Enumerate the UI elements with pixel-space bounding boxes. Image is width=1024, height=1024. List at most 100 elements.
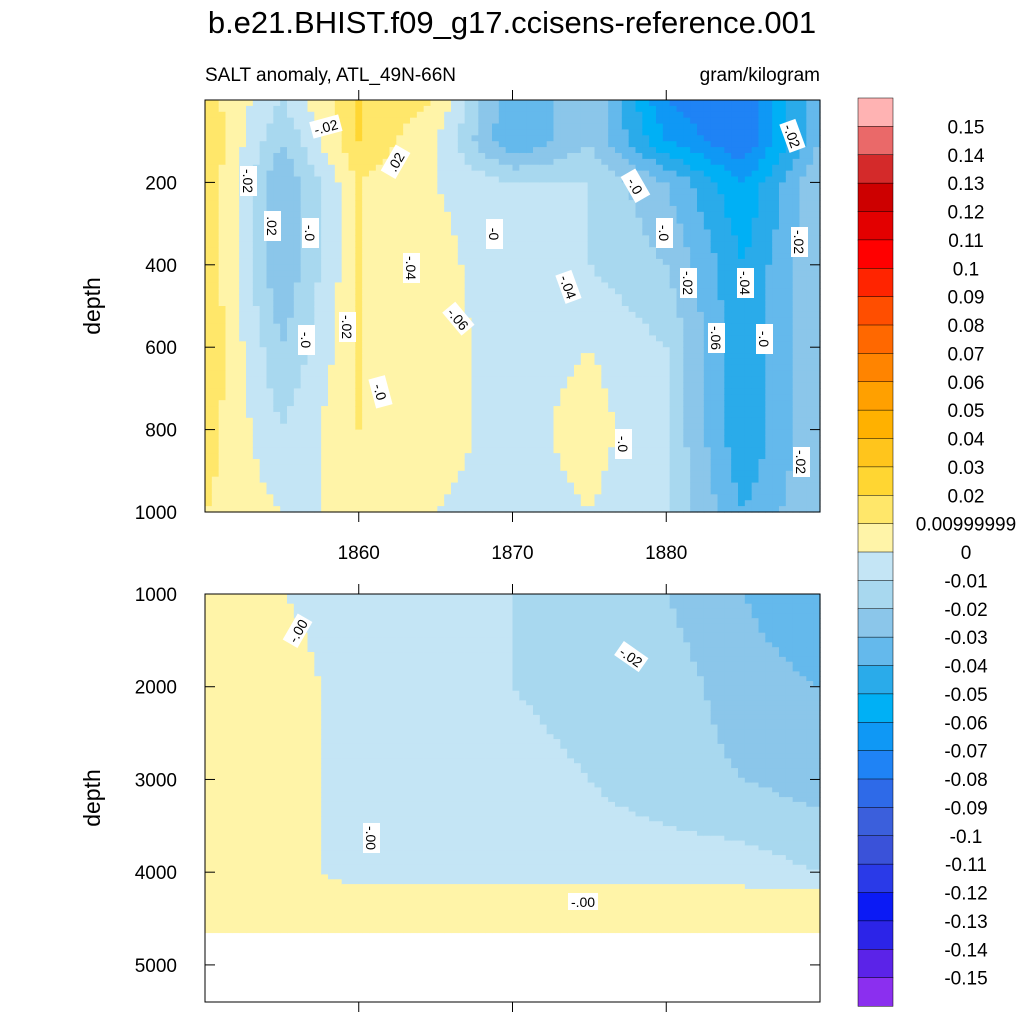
field-cell bbox=[403, 329, 411, 337]
field-cell bbox=[683, 323, 691, 331]
field-cell bbox=[546, 306, 555, 313]
field-cell bbox=[553, 429, 561, 437]
field-cell bbox=[662, 276, 671, 284]
field-cell bbox=[293, 300, 302, 307]
field-cell bbox=[252, 123, 261, 131]
field-cell bbox=[239, 135, 247, 142]
field-cell bbox=[423, 282, 432, 289]
field-cell bbox=[246, 105, 254, 113]
field-cell bbox=[430, 152, 438, 160]
field-cell bbox=[615, 347, 623, 354]
field-cell bbox=[621, 205, 630, 213]
field-cell bbox=[601, 135, 609, 142]
field-cell bbox=[225, 288, 233, 295]
field-cell bbox=[300, 205, 309, 213]
field-cell bbox=[252, 282, 261, 289]
field-cell bbox=[580, 306, 589, 313]
field-cell bbox=[403, 176, 411, 183]
field-cell bbox=[375, 288, 384, 295]
field-cell bbox=[410, 358, 418, 366]
field-cell bbox=[355, 311, 363, 319]
field-cell bbox=[369, 211, 377, 219]
field-cell bbox=[321, 364, 329, 372]
field-cell bbox=[211, 388, 220, 395]
field-cell bbox=[492, 105, 500, 113]
field-cell bbox=[293, 253, 302, 260]
field-cell bbox=[382, 258, 391, 266]
field-cell bbox=[410, 406, 418, 413]
field-cell bbox=[580, 317, 589, 325]
field-cell bbox=[211, 111, 220, 119]
field-cell bbox=[690, 141, 698, 148]
field-cell bbox=[621, 170, 630, 178]
field-cell bbox=[252, 229, 261, 236]
field-cell bbox=[389, 341, 397, 348]
field-cell bbox=[423, 229, 432, 236]
field-cell bbox=[485, 394, 493, 401]
field-cell bbox=[683, 170, 691, 178]
field-cell bbox=[457, 364, 466, 372]
field-cell bbox=[341, 500, 350, 507]
field-cell bbox=[587, 464, 596, 472]
field-cell bbox=[444, 176, 452, 183]
field-cell bbox=[601, 311, 609, 319]
field-cell bbox=[519, 135, 527, 142]
field-cell bbox=[635, 394, 643, 401]
field-cell bbox=[512, 364, 520, 372]
field-cell bbox=[471, 141, 479, 148]
field-cell bbox=[293, 388, 302, 395]
field-cell bbox=[662, 417, 671, 425]
field-cell bbox=[334, 376, 343, 384]
field-cell bbox=[416, 482, 425, 490]
field-cell bbox=[362, 394, 370, 401]
field-cell bbox=[505, 459, 514, 466]
field-cell bbox=[587, 329, 596, 337]
field-cell bbox=[580, 335, 589, 342]
field-cell bbox=[410, 441, 418, 448]
field-cell bbox=[594, 152, 602, 160]
field-cell bbox=[307, 394, 315, 401]
field-cell bbox=[642, 476, 650, 484]
field-cell bbox=[464, 247, 473, 254]
field-cell bbox=[505, 311, 514, 319]
field-cell bbox=[642, 241, 650, 248]
field-cell bbox=[676, 482, 684, 490]
field-cell bbox=[307, 459, 315, 466]
field-cell bbox=[662, 347, 671, 354]
field-cell bbox=[334, 182, 343, 189]
field-cell bbox=[526, 111, 534, 119]
field-cell bbox=[369, 123, 377, 131]
field-cell bbox=[307, 435, 315, 442]
field-cell bbox=[512, 182, 520, 189]
field-cell bbox=[252, 506, 261, 513]
field-cell bbox=[259, 506, 268, 513]
field-cell bbox=[533, 223, 541, 231]
field-cell bbox=[314, 470, 322, 478]
field-cell bbox=[656, 170, 664, 178]
field-cell bbox=[287, 388, 295, 395]
field-cell bbox=[601, 300, 609, 307]
field-cell bbox=[669, 376, 678, 384]
field-cell bbox=[519, 170, 527, 178]
field-cell bbox=[649, 282, 657, 289]
field-cell bbox=[546, 482, 555, 490]
field-cell bbox=[444, 152, 452, 160]
field-cell bbox=[444, 459, 452, 466]
field-cell bbox=[259, 341, 268, 348]
field-cell bbox=[492, 441, 500, 448]
field-cell bbox=[307, 276, 315, 284]
field-cell bbox=[259, 123, 268, 131]
field-cell bbox=[587, 459, 596, 466]
field-cell bbox=[328, 306, 336, 313]
field-cell bbox=[211, 435, 220, 442]
field-cell bbox=[526, 406, 534, 413]
field-cell bbox=[567, 406, 575, 413]
field-cell bbox=[218, 364, 227, 372]
field-cell bbox=[676, 376, 684, 384]
field-cell bbox=[300, 388, 309, 395]
field-cell bbox=[410, 211, 418, 219]
field-cell bbox=[676, 335, 684, 342]
field-cell bbox=[478, 482, 486, 490]
field-cell bbox=[539, 182, 548, 189]
field-cell bbox=[232, 158, 240, 166]
